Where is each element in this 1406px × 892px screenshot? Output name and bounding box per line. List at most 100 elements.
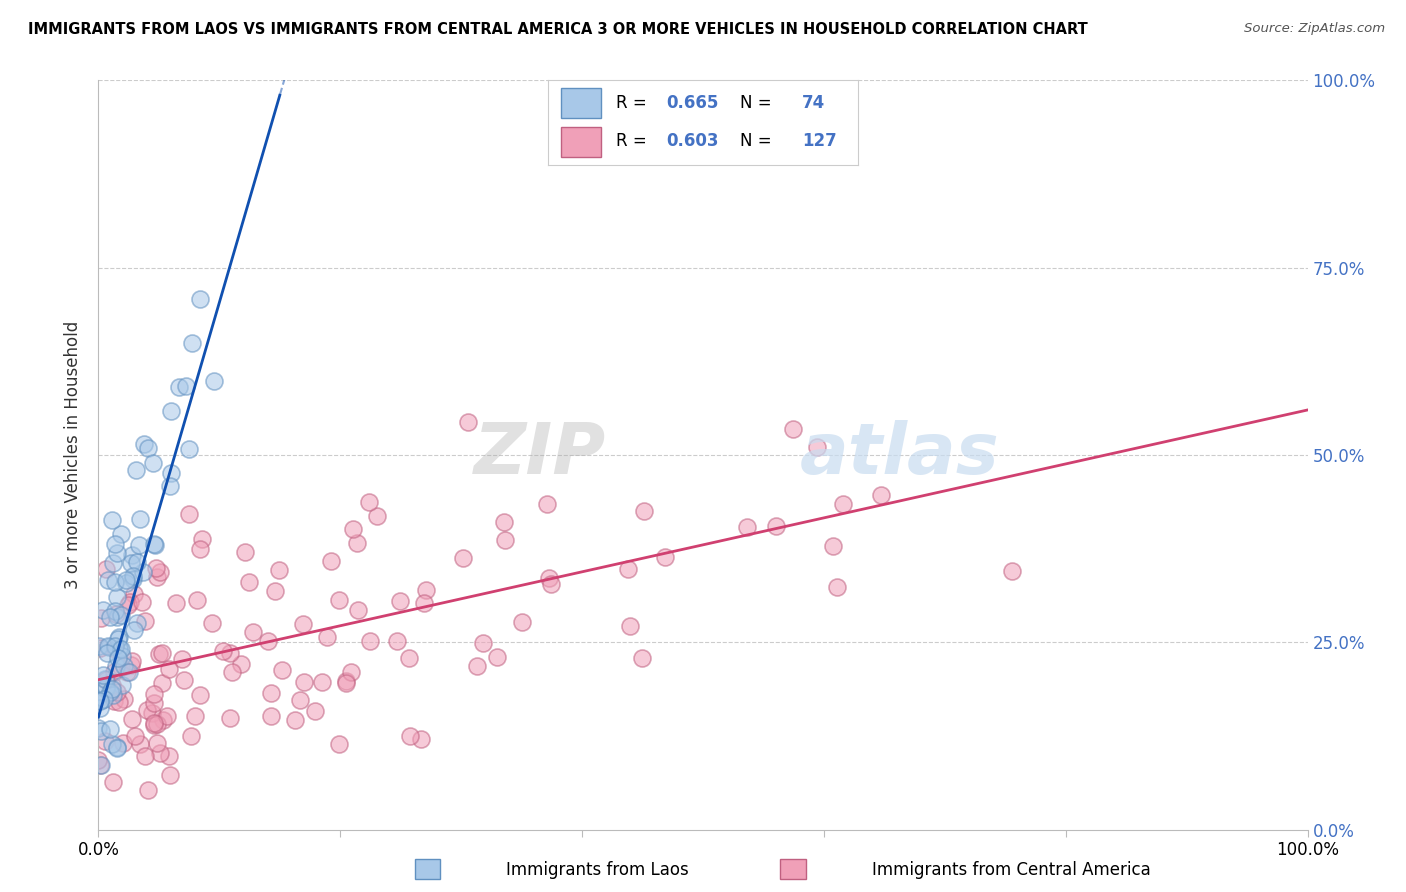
Point <box>233 545 256 559</box>
Point <box>156 709 179 723</box>
Point <box>89 701 111 715</box>
Point <box>100 737 122 751</box>
Point <box>146 736 169 750</box>
Point <box>619 619 641 633</box>
Point <box>212 643 235 657</box>
Point <box>136 703 159 717</box>
Point <box>96 562 118 576</box>
Point <box>104 607 127 622</box>
Point <box>131 595 153 609</box>
Point <box>103 537 125 551</box>
Point <box>537 571 560 585</box>
Point <box>115 575 138 590</box>
Point <box>107 632 129 646</box>
Point <box>143 715 166 730</box>
Point <box>342 522 364 536</box>
Point <box>142 696 165 710</box>
Point <box>107 695 129 709</box>
Point <box>177 442 200 456</box>
Point <box>120 556 142 570</box>
Point <box>104 604 127 618</box>
Text: R =: R = <box>616 132 652 150</box>
Point <box>104 658 127 673</box>
Point <box>127 616 149 631</box>
Point <box>485 649 508 664</box>
Text: 74: 74 <box>801 94 825 112</box>
Text: Source: ZipAtlas.com: Source: ZipAtlas.com <box>1244 22 1385 36</box>
Point <box>124 623 146 637</box>
Point <box>128 538 150 552</box>
Point <box>141 706 163 721</box>
Point <box>90 758 112 772</box>
Point <box>172 652 194 666</box>
Point <box>149 566 172 580</box>
Point <box>143 718 166 732</box>
Point <box>91 668 114 682</box>
Text: ZIP: ZIP <box>474 420 606 490</box>
Point <box>122 569 145 583</box>
Text: R =: R = <box>616 94 652 112</box>
Point <box>174 379 197 393</box>
Point <box>150 647 173 661</box>
FancyBboxPatch shape <box>561 88 600 118</box>
Point <box>110 527 132 541</box>
Text: 127: 127 <box>801 132 837 150</box>
Point <box>827 580 849 594</box>
Point <box>267 563 290 577</box>
Point <box>101 681 124 696</box>
Point <box>87 753 110 767</box>
Point <box>188 292 211 306</box>
Point <box>112 659 135 673</box>
Point <box>124 730 146 744</box>
Point <box>270 664 292 678</box>
Point <box>96 646 118 660</box>
Text: IMMIGRANTS FROM LAOS VS IMMIGRANTS FROM CENTRAL AMERICA 3 OR MORE VEHICLES IN HO: IMMIGRANTS FROM LAOS VS IMMIGRANTS FROM … <box>28 22 1088 37</box>
Point <box>98 722 121 736</box>
Point <box>292 675 315 690</box>
Point <box>177 507 200 521</box>
Point <box>89 758 111 772</box>
Point <box>105 739 128 754</box>
Point <box>494 533 516 547</box>
Point <box>101 556 124 570</box>
Point <box>87 721 110 735</box>
Point <box>117 665 139 680</box>
Point <box>131 565 153 579</box>
Point <box>134 614 156 628</box>
Point <box>339 665 361 679</box>
Point <box>451 551 474 566</box>
Point <box>165 596 187 610</box>
Point <box>110 660 132 674</box>
Text: Immigrants from Central America: Immigrants from Central America <box>872 861 1150 879</box>
Point <box>186 592 208 607</box>
Point <box>134 437 156 451</box>
Point <box>160 466 183 480</box>
Point <box>152 713 174 727</box>
Point <box>129 512 152 526</box>
Point <box>101 688 124 702</box>
Point <box>104 641 127 656</box>
Text: 0.665: 0.665 <box>666 94 718 112</box>
Point <box>121 712 143 726</box>
Point <box>633 504 655 518</box>
Point <box>97 640 120 654</box>
Point <box>831 497 853 511</box>
Text: N =: N = <box>740 94 778 112</box>
Point <box>129 737 152 751</box>
Point <box>328 737 350 751</box>
Point <box>105 741 128 756</box>
Point <box>122 587 145 601</box>
Point <box>385 634 408 648</box>
Point <box>90 611 112 625</box>
Point <box>465 658 488 673</box>
Point <box>94 673 117 688</box>
Point <box>89 641 111 656</box>
Point <box>125 555 148 569</box>
Point <box>398 729 420 743</box>
Point <box>264 584 287 599</box>
Point <box>98 684 121 698</box>
Point <box>101 775 124 789</box>
Point <box>540 577 562 591</box>
Point <box>238 575 260 590</box>
Point <box>160 403 183 417</box>
